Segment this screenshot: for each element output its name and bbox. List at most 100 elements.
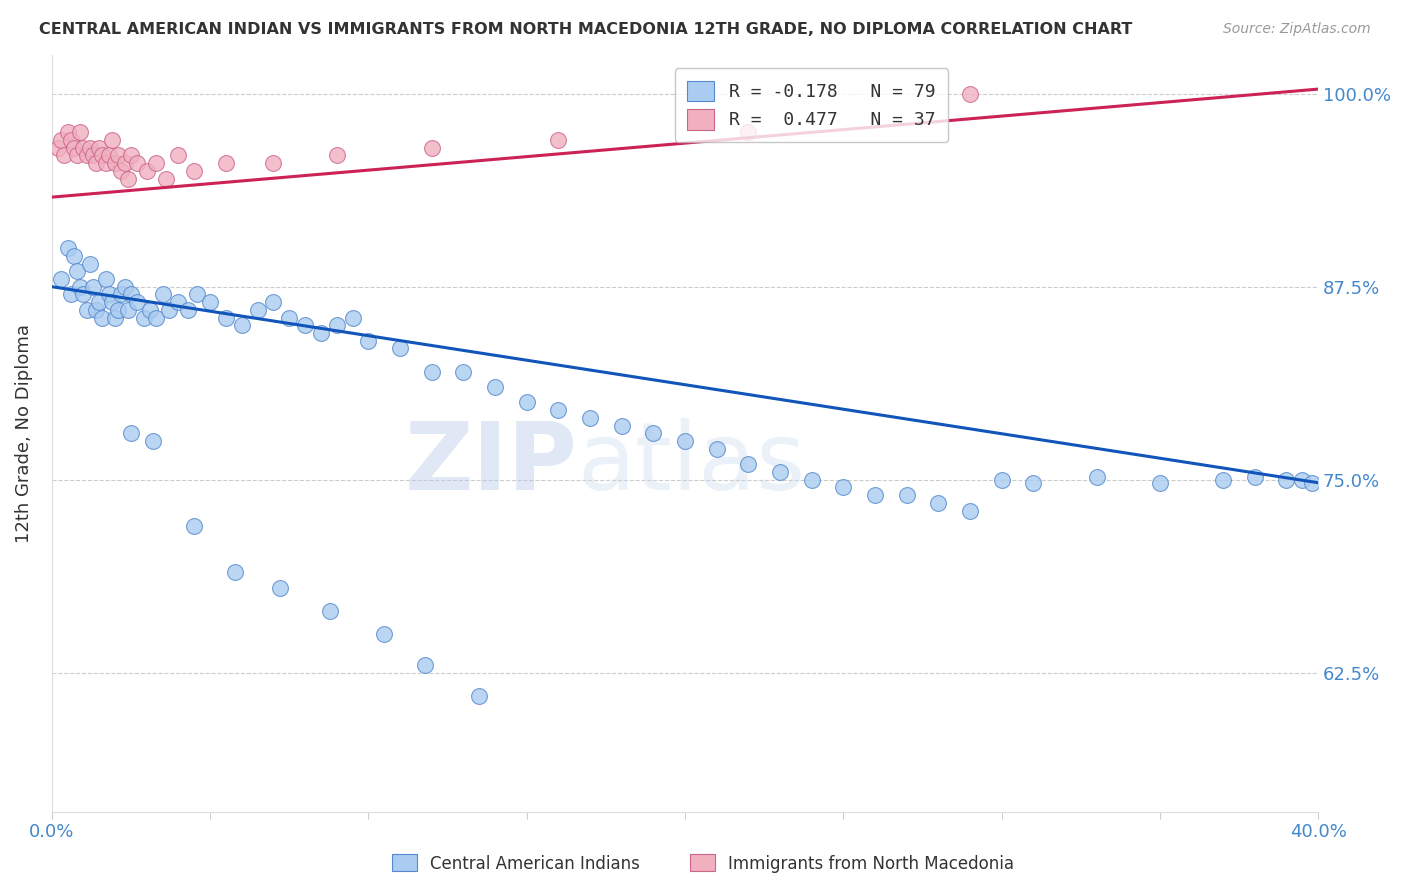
- Point: [110, 287, 132, 301]
- Point: [72, 287, 94, 301]
- Point: [262, 156, 284, 170]
- Point: [183, 519, 205, 533]
- Point: [186, 287, 208, 301]
- Legend: Central American Indians, Immigrants from North Macedonia: Central American Indians, Immigrants fro…: [385, 847, 1021, 880]
- Point: [117, 302, 139, 317]
- Point: [155, 171, 177, 186]
- Point: [139, 302, 162, 317]
- Point: [643, 426, 665, 441]
- Point: [59, 133, 82, 147]
- Point: [959, 87, 981, 101]
- Point: [79, 256, 101, 270]
- Point: [325, 318, 347, 333]
- Point: [420, 365, 443, 379]
- Point: [547, 403, 569, 417]
- Point: [84, 302, 107, 317]
- Text: Source: ZipAtlas.com: Source: ZipAtlas.com: [1223, 22, 1371, 37]
- Point: [56, 125, 79, 139]
- Point: [832, 480, 855, 494]
- Point: [167, 295, 190, 310]
- Point: [69, 279, 91, 293]
- Point: [246, 302, 269, 317]
- Point: [1085, 469, 1108, 483]
- Point: [72, 141, 94, 155]
- Point: [1301, 475, 1323, 490]
- Point: [97, 148, 120, 162]
- Point: [82, 279, 104, 293]
- Point: [94, 272, 117, 286]
- Point: [120, 148, 142, 162]
- Point: [89, 141, 111, 155]
- Point: [53, 148, 76, 162]
- Point: [319, 604, 342, 618]
- Point: [959, 503, 981, 517]
- Point: [325, 148, 347, 162]
- Point: [927, 496, 949, 510]
- Point: [769, 465, 792, 479]
- Point: [104, 310, 127, 325]
- Point: [46, 141, 69, 155]
- Point: [177, 302, 200, 317]
- Point: [673, 434, 696, 448]
- Point: [104, 156, 127, 170]
- Point: [56, 241, 79, 255]
- Text: atlas: atlas: [578, 417, 806, 509]
- Point: [89, 295, 111, 310]
- Point: [114, 279, 136, 293]
- Point: [269, 581, 291, 595]
- Point: [135, 164, 157, 178]
- Point: [142, 434, 165, 448]
- Point: [737, 125, 759, 139]
- Point: [1022, 475, 1045, 490]
- Point: [167, 148, 190, 162]
- Point: [1149, 475, 1171, 490]
- Point: [224, 566, 246, 580]
- Point: [63, 141, 86, 155]
- Point: [101, 295, 124, 310]
- Point: [1243, 469, 1265, 483]
- Point: [896, 488, 918, 502]
- Point: [94, 156, 117, 170]
- Point: [145, 156, 167, 170]
- Point: [262, 295, 284, 310]
- Point: [82, 148, 104, 162]
- Point: [157, 302, 180, 317]
- Point: [127, 156, 149, 170]
- Point: [110, 164, 132, 178]
- Point: [610, 418, 633, 433]
- Point: [579, 410, 602, 425]
- Point: [278, 310, 301, 325]
- Point: [59, 287, 82, 301]
- Point: [453, 365, 475, 379]
- Point: [114, 156, 136, 170]
- Point: [198, 295, 221, 310]
- Point: [97, 287, 120, 301]
- Point: [101, 133, 124, 147]
- Point: [309, 326, 332, 340]
- Point: [1212, 473, 1234, 487]
- Point: [91, 148, 114, 162]
- Point: [294, 318, 316, 333]
- Legend: R = -0.178   N = 79, R =  0.477   N = 37: R = -0.178 N = 79, R = 0.477 N = 37: [675, 68, 948, 142]
- Point: [145, 310, 167, 325]
- Point: [357, 334, 380, 348]
- Point: [516, 395, 538, 409]
- Point: [152, 287, 174, 301]
- Point: [215, 156, 238, 170]
- Point: [79, 141, 101, 155]
- Point: [420, 141, 443, 155]
- Point: [706, 442, 728, 456]
- Point: [107, 148, 129, 162]
- Point: [91, 310, 114, 325]
- Y-axis label: 12th Grade, No Diploma: 12th Grade, No Diploma: [15, 324, 32, 543]
- Point: [120, 287, 142, 301]
- Point: [484, 380, 506, 394]
- Point: [84, 156, 107, 170]
- Point: [800, 473, 823, 487]
- Point: [76, 148, 98, 162]
- Point: [120, 426, 142, 441]
- Point: [737, 457, 759, 471]
- Point: [373, 627, 395, 641]
- Point: [415, 657, 437, 672]
- Point: [231, 318, 253, 333]
